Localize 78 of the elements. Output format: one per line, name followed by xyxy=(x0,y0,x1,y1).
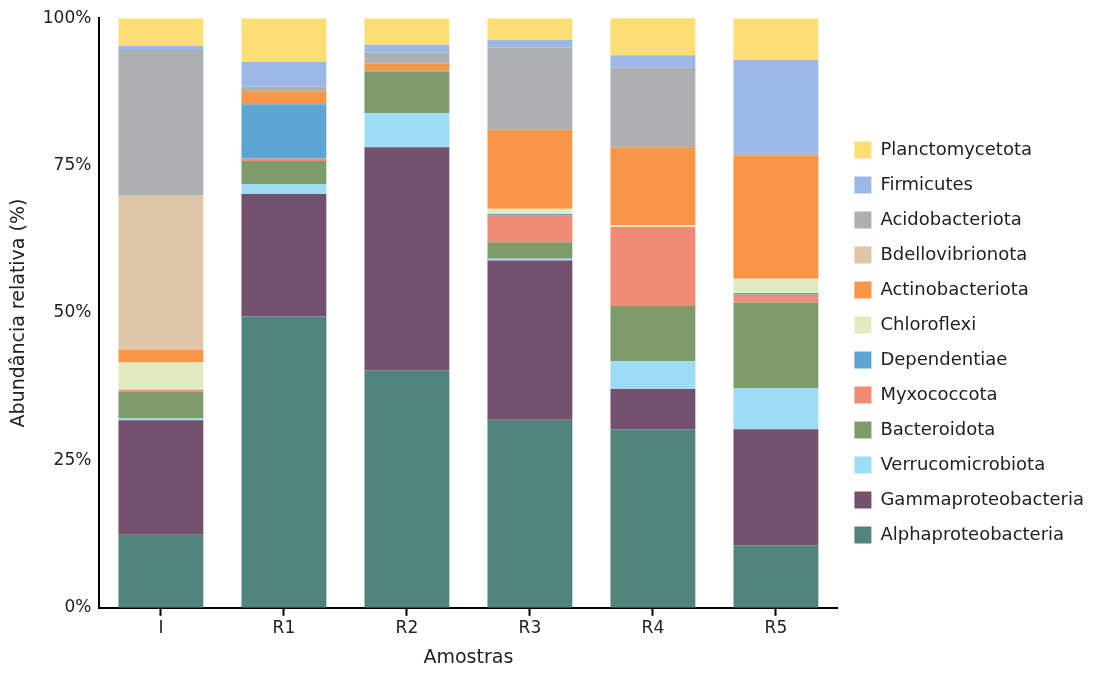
legend-label: Verrucomicrobiota xyxy=(880,452,1046,474)
legend-label: Alphaproteobacteria xyxy=(880,522,1065,544)
legend-label: Bacteroidota xyxy=(880,417,996,439)
bar xyxy=(364,370,450,608)
bar xyxy=(610,389,696,430)
bar xyxy=(487,260,573,420)
x-tick-label: I xyxy=(158,617,164,638)
bar xyxy=(118,420,204,535)
legend-label: Myxococcota xyxy=(880,382,998,404)
bar xyxy=(364,63,450,71)
bar xyxy=(364,71,450,114)
x-tick-label: R2 xyxy=(395,617,419,638)
legend-label: Chloroflexi xyxy=(880,312,977,334)
bar xyxy=(241,316,327,608)
bar xyxy=(733,387,819,430)
bar xyxy=(118,349,204,363)
bar xyxy=(610,18,696,56)
bar xyxy=(610,67,696,148)
legend-label: Gammaproteobacteria xyxy=(880,487,1085,509)
bar xyxy=(241,104,327,159)
legend-label: Planctomycetota xyxy=(880,137,1032,159)
bar xyxy=(487,40,573,48)
legend-label: Acidobacteriota xyxy=(880,207,1022,229)
x-tick-label: R3 xyxy=(518,617,542,638)
y-tick-label: 50% xyxy=(53,301,92,322)
bar xyxy=(487,215,573,243)
bar xyxy=(733,153,819,156)
bar xyxy=(487,242,573,259)
y-tick-label: 0% xyxy=(64,596,92,617)
bar xyxy=(364,44,450,53)
x-tick-label: R1 xyxy=(272,617,296,638)
bar xyxy=(487,47,573,130)
bar xyxy=(364,18,450,45)
bar xyxy=(241,160,327,184)
bar xyxy=(241,91,327,105)
bar xyxy=(118,362,204,390)
bar xyxy=(241,193,327,317)
bar xyxy=(241,183,327,194)
legend-label: Actinobacteriota xyxy=(880,277,1029,299)
bar xyxy=(118,45,204,51)
bar xyxy=(241,18,327,62)
bar xyxy=(610,361,696,390)
y-tick-label: 25% xyxy=(53,448,92,469)
legend-label: Firmicutes xyxy=(880,172,973,194)
bar xyxy=(118,534,204,608)
bar xyxy=(487,18,573,41)
bar xyxy=(733,155,819,279)
bar xyxy=(364,113,450,148)
x-tick-label: R4 xyxy=(641,617,665,638)
bar xyxy=(610,147,696,226)
bar xyxy=(487,129,573,209)
bar xyxy=(733,18,819,61)
bar xyxy=(733,294,819,303)
y-tick-label: 75% xyxy=(53,154,92,175)
legend-label: Dependentiae xyxy=(880,347,1008,369)
bar xyxy=(733,429,819,546)
bar xyxy=(733,545,819,608)
y-tick-label: 100% xyxy=(42,6,92,27)
bar xyxy=(733,60,819,154)
bar xyxy=(118,391,204,419)
bar xyxy=(118,50,204,196)
bar xyxy=(610,305,696,362)
bar xyxy=(118,195,204,350)
bar xyxy=(487,419,573,608)
bar xyxy=(364,52,450,64)
x-tick-label: R5 xyxy=(764,617,788,638)
bar xyxy=(610,226,696,306)
x-axis-title: Amostras xyxy=(423,644,514,667)
bar xyxy=(118,18,204,46)
bar xyxy=(733,278,819,293)
bar xyxy=(364,147,450,371)
bar xyxy=(733,302,819,388)
y-axis-title: Abundância relativa (%) xyxy=(6,198,29,428)
legend-label: Bdellovibrionota xyxy=(880,242,1028,264)
bar xyxy=(241,61,327,87)
bar xyxy=(610,55,696,68)
bar xyxy=(487,208,573,214)
bar xyxy=(610,429,696,608)
